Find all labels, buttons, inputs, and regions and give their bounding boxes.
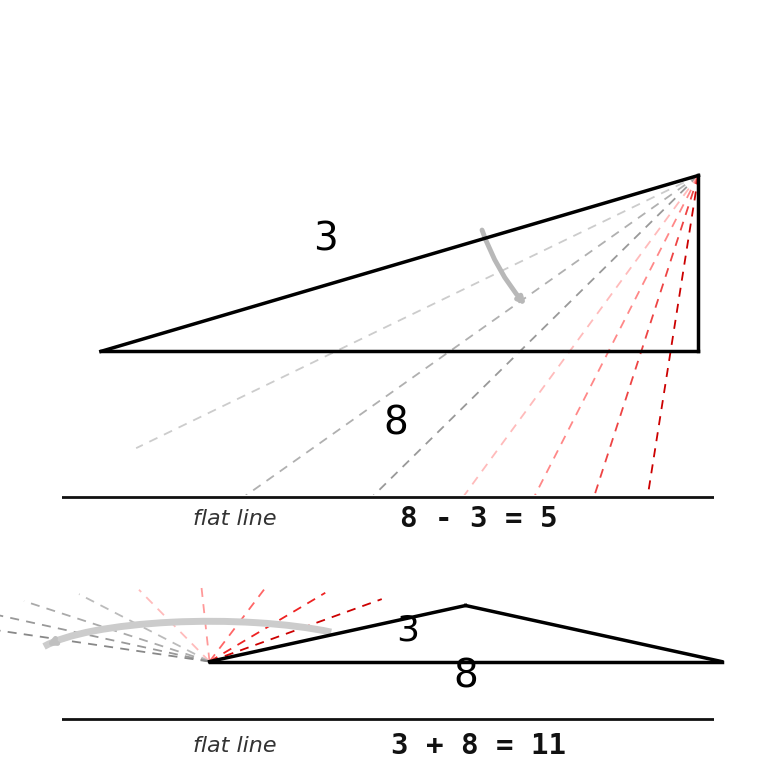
Text: flat line: flat line: [192, 736, 276, 756]
Text: 3: 3: [314, 221, 338, 259]
Text: flat line: flat line: [192, 509, 276, 529]
Text: 8: 8: [383, 404, 408, 443]
Text: 3 + 8 = 11: 3 + 8 = 11: [391, 732, 566, 760]
Text: 8: 8: [453, 657, 478, 696]
Text: 3: 3: [396, 614, 419, 648]
Text: 8 - 3 = 5: 8 - 3 = 5: [400, 505, 557, 533]
